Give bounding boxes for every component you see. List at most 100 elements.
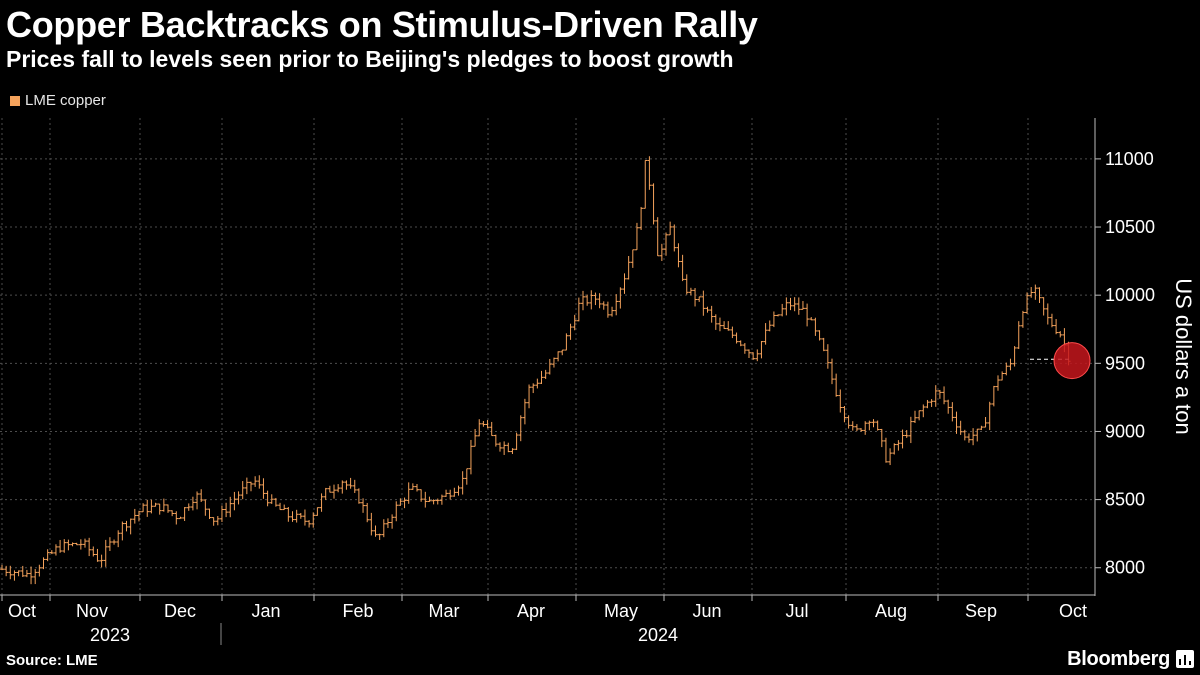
price-bar (498, 442, 502, 452)
price-bar (219, 505, 224, 522)
price-bar (195, 491, 200, 510)
price-bar (170, 510, 175, 517)
price-bar (66, 539, 71, 551)
y-axis: 8000 8500 9000 9500 10000 10500 11000 US dollar… (1094, 118, 1196, 596)
price-bar (103, 539, 108, 567)
price-bar (211, 517, 216, 526)
price-bar (157, 503, 162, 515)
price-bar (859, 428, 864, 432)
price-bar (307, 520, 312, 528)
price-bar (99, 554, 104, 568)
price-bar (996, 375, 1000, 391)
price-bar (340, 480, 345, 494)
price-bar (1020, 310, 1025, 328)
price-bar (726, 321, 731, 331)
x-tick-label: Oct (8, 601, 36, 621)
price-bar (784, 297, 789, 316)
price-bar (62, 539, 67, 553)
price-bar (838, 389, 843, 413)
price-bar (506, 442, 511, 453)
price-bar (423, 491, 428, 508)
price-bar (1025, 292, 1030, 314)
price-bar (946, 399, 951, 414)
price-bar (1037, 287, 1042, 304)
price-bar (182, 507, 187, 521)
x-tick-label: Oct (1059, 601, 1087, 621)
price-bar (535, 378, 540, 389)
price-bar (933, 385, 938, 407)
price-bar (332, 484, 336, 499)
price-bar (448, 489, 453, 500)
price-bar (485, 420, 490, 429)
price-bar (742, 343, 747, 354)
price-bar (87, 537, 92, 557)
x-tick-label: Nov (76, 601, 108, 621)
price-bar (688, 287, 693, 296)
price-bar (207, 508, 212, 519)
price-bar (319, 493, 324, 512)
highlight-circle (1053, 342, 1091, 380)
price-bar (385, 518, 390, 529)
price-bar (29, 566, 34, 585)
price-bar (381, 519, 386, 538)
price-bar (16, 570, 21, 577)
price-bar (369, 512, 374, 536)
price-bar (854, 424, 859, 432)
price-bar (224, 502, 229, 518)
price-bar (958, 420, 963, 435)
price-bar (888, 448, 893, 466)
price-bar (883, 437, 888, 463)
price-bar (439, 494, 444, 505)
price-bar (510, 448, 515, 455)
price-bar (120, 521, 125, 541)
price-bar (178, 516, 183, 520)
price-bar (145, 499, 150, 517)
price-bar (249, 481, 253, 492)
price-bar (639, 206, 644, 230)
bloomberg-logo: Bloomberg (1067, 648, 1170, 670)
price-bar (605, 301, 610, 318)
legend: LME copper (10, 92, 106, 109)
price-bar (356, 488, 361, 504)
price-bar (174, 511, 179, 525)
price-bar (58, 539, 63, 553)
price-bar (489, 421, 494, 437)
price-bar (107, 537, 112, 551)
price-bar (352, 479, 357, 494)
annotations (1030, 342, 1091, 380)
price-bar (473, 428, 478, 447)
x-tick-label: Dec (164, 601, 196, 621)
price-bar (863, 421, 868, 435)
price-bar (398, 498, 403, 506)
price-bar (825, 344, 830, 369)
price-bar (1033, 284, 1038, 300)
price-bar (460, 471, 465, 495)
price-bar (427, 496, 432, 502)
price-bar (373, 525, 378, 537)
price-bar (20, 565, 25, 578)
price-bar (738, 340, 743, 347)
price-bar (1058, 331, 1063, 338)
price-bar (415, 484, 419, 492)
x-tick-label: May (604, 601, 638, 621)
price-bar (776, 314, 781, 317)
price-bar (83, 538, 87, 548)
price-bar (755, 349, 760, 362)
price-bar (950, 402, 955, 422)
price-bar (871, 419, 876, 428)
price-bar (921, 404, 926, 418)
price-bar (556, 351, 561, 362)
price-bar (290, 511, 295, 522)
price-bar (116, 530, 121, 548)
price-bar (1000, 371, 1005, 381)
price-bar (701, 290, 706, 316)
price-bar (273, 497, 278, 507)
price-bar (278, 502, 283, 511)
price-bar (647, 156, 652, 190)
price-bar (904, 430, 909, 438)
price-bar (780, 303, 785, 317)
price-bar (1049, 313, 1054, 328)
price-bar (568, 323, 573, 340)
price-bar (788, 297, 793, 311)
